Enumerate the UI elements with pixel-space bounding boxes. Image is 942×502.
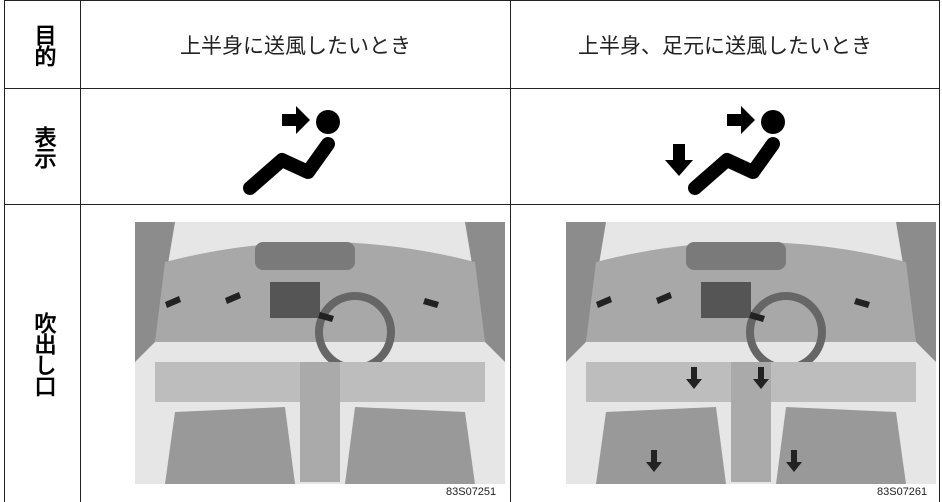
mode-icon <box>243 106 340 195</box>
border <box>4 0 940 1</box>
image-code: 83S07261 <box>877 486 928 498</box>
border <box>80 0 81 502</box>
border <box>4 0 5 502</box>
interior-illustration <box>135 222 505 484</box>
row-header: 吹出し口 <box>30 311 56 396</box>
row-header: 目的 <box>30 23 56 66</box>
interior-illustration <box>566 222 936 484</box>
border <box>510 0 511 502</box>
border <box>4 88 940 89</box>
border <box>939 0 940 502</box>
column-header: 上半身に送風したいとき <box>180 33 411 58</box>
column-header: 上半身、足元に送風したいとき <box>578 33 872 58</box>
image-code: 83S07251 <box>446 486 497 498</box>
mode-icon <box>665 106 785 195</box>
border <box>4 204 940 205</box>
row-header: 表示 <box>30 125 56 168</box>
